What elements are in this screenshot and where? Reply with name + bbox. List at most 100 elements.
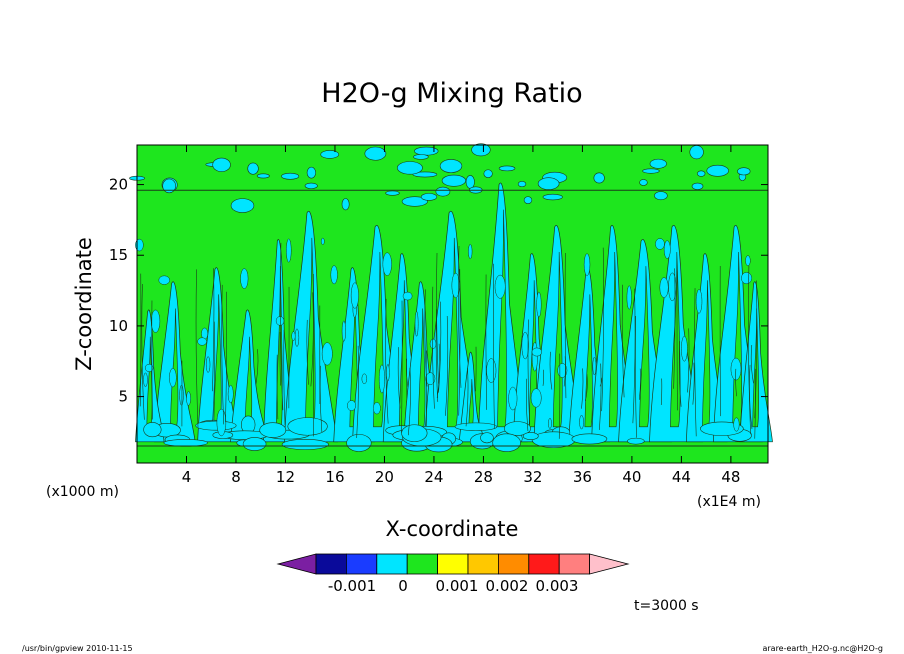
contour-line [542, 369, 544, 386]
contour-line [406, 358, 409, 387]
green-streak [608, 251, 618, 428]
cyan-blob [571, 433, 608, 445]
cyan-blob [195, 420, 237, 431]
cyan-blob [483, 169, 493, 178]
green-streak [497, 209, 507, 428]
cyan-blob [492, 433, 521, 452]
contour-line [564, 252, 567, 399]
contour-line [356, 345, 359, 438]
contour-line [438, 301, 442, 393]
contour-line [678, 341, 682, 407]
cyan-blob [230, 198, 255, 213]
legend-label: 0.002 [486, 577, 529, 595]
contour-line [660, 378, 663, 406]
contour-line [401, 300, 403, 433]
contour-line [436, 253, 439, 384]
color-legend: -0.001 0 0.001 0.002 0.003 [276, 553, 630, 595]
cyan-blob [216, 408, 227, 437]
cyan-blob [649, 158, 667, 169]
cyan-blob [291, 331, 296, 341]
footer-right: arare-earth_H2O-g.nc@H2O-g [762, 644, 883, 653]
x-unit-left: (x1000 m) [46, 484, 119, 500]
x-tick-label: 4 [182, 468, 192, 486]
cyan-blob [454, 422, 498, 431]
legend-swatch [528, 553, 560, 575]
legend-swatch [467, 553, 499, 575]
cyan-blob [627, 437, 645, 445]
legend-swatch [315, 553, 347, 575]
cyan-blob [579, 415, 584, 430]
cyan-blob [439, 159, 463, 173]
contour-line [212, 321, 216, 422]
contour-line [748, 265, 751, 435]
cyan-blob [275, 316, 285, 326]
cyan-blob [706, 164, 729, 177]
contour-line [385, 298, 389, 424]
cyan-blob [385, 190, 400, 196]
cyan-blob [521, 331, 529, 360]
contour-line [749, 364, 753, 429]
contour-line [526, 378, 529, 431]
cyan-blob [522, 432, 539, 441]
contour-line [458, 269, 461, 416]
cyan-blob [401, 196, 428, 207]
cyan-blob [451, 272, 460, 298]
cyan-blob [287, 417, 328, 436]
legend-swatch [558, 553, 591, 575]
cyan-blob [468, 244, 473, 260]
cyan-blob [429, 338, 437, 349]
contour-line [212, 268, 215, 392]
cyan-blob [373, 402, 381, 415]
contour-line [221, 284, 225, 425]
green-streak [702, 280, 711, 428]
cyan-blob [212, 157, 231, 172]
cyan-blob [179, 384, 184, 406]
x-axis-ticks: 4 8 12 16 20 24 28 32 36 40 44 48 [182, 145, 740, 486]
legend-swatch [345, 553, 378, 575]
cyan-blob [486, 358, 497, 383]
y-tick-label: 10 [109, 317, 128, 335]
cyan-blob [654, 191, 668, 201]
cyan-blob [663, 240, 671, 259]
cyan-blob [414, 146, 439, 156]
cyan-blob [425, 372, 436, 385]
x-axis-title: X-coordinate [386, 517, 519, 541]
cyan-blob [402, 291, 413, 301]
green-streak [639, 266, 650, 428]
cyan-blob [626, 285, 632, 310]
x-tick-label: 16 [325, 468, 344, 486]
contour-lines [137, 189, 768, 447]
contour-line [599, 377, 603, 387]
contour-line [424, 289, 428, 387]
contour-line [549, 351, 553, 390]
cyan-blob [583, 253, 591, 276]
cyan-blob [681, 336, 688, 362]
cyan-blob [382, 252, 392, 276]
x-tick-label: 24 [424, 468, 443, 486]
contour-line [694, 288, 697, 437]
contour-line [493, 263, 495, 429]
contour-line [445, 316, 449, 416]
x-tick-label: 36 [573, 468, 592, 486]
contour-line [601, 247, 604, 412]
cyan-contour-regions [129, 143, 773, 453]
cyan-blob [242, 437, 267, 451]
cyan-blob [320, 237, 325, 245]
cyan-blob [169, 368, 177, 388]
green-streak [305, 237, 316, 428]
y-axis-ticks: 5 10 15 20 [109, 176, 768, 406]
cyan-blob [386, 364, 390, 382]
cyan-blob [465, 175, 475, 189]
cyan-blob [304, 182, 318, 189]
plot-frame [136, 144, 769, 464]
contour-line [319, 365, 323, 433]
contour-line [673, 268, 676, 389]
contour-line [306, 319, 309, 385]
contour-line [141, 284, 145, 420]
cyan-blob [227, 384, 234, 404]
cyan-blob [531, 347, 542, 357]
contour-line [255, 349, 259, 385]
cyan-blob [414, 311, 419, 337]
cyan-blob [642, 168, 660, 174]
